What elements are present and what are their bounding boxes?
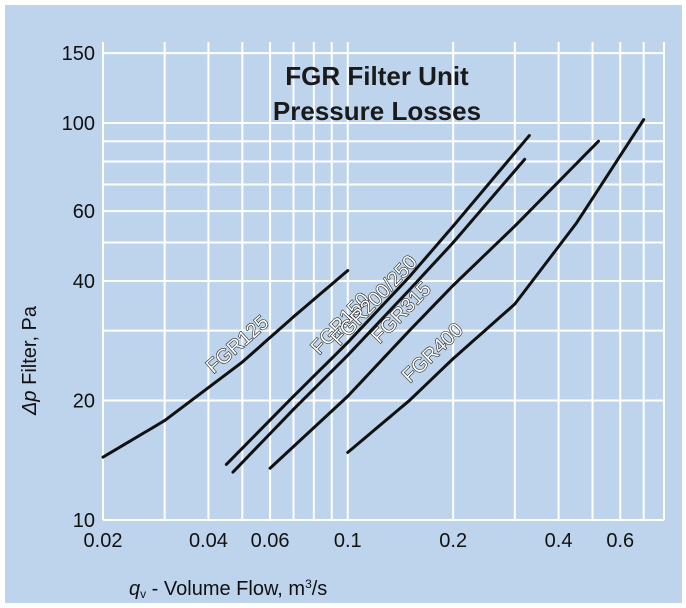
y-axis-text: Filter, Pa: [19, 305, 41, 391]
x-axis-unit-tail: /s: [311, 578, 328, 600]
grid-lines: [102, 42, 665, 521]
pressure-loss-chart: 0.02 0.04 0.06 0.1 0.2 0.4 0.6 10 20 40 60 100 150 F…: [62, 42, 665, 552]
y-tick-label: 60: [73, 201, 95, 223]
y-tick-label: 40: [73, 271, 95, 293]
tick-labels: 0.02 0.04 0.06 0.1 0.2 0.4 0.6 10 20 40 60 100 150: [62, 43, 635, 552]
x-axis-label: qv - Volume Flow, m3/s: [129, 577, 327, 601]
x-tick-label: 0.6: [606, 530, 634, 552]
series-line-fgr400: [346, 118, 646, 454]
y-axis-symbol: Δp: [19, 390, 41, 415]
series-line-fgr200-250: [231, 157, 527, 474]
x-axis-superscript: 3: [305, 577, 312, 591]
x-axis-text: - Volume Flow, m: [146, 578, 306, 600]
y-tick-label: 100: [62, 113, 95, 135]
x-tick-label: 0.1: [334, 530, 362, 552]
x-axis-symbol: q: [129, 578, 141, 600]
series-line-fgr315: [268, 139, 600, 470]
x-tick-label: 0.06: [251, 530, 290, 552]
x-tick-label: 0.2: [439, 530, 467, 552]
chart-title: FGR Filter Unit Pressure Losses: [273, 61, 481, 126]
series-line-fgr150: [224, 134, 531, 466]
y-tick-label: 150: [62, 43, 95, 65]
x-tick-label: 0.4: [545, 530, 573, 552]
x-tick-label: 0.04: [189, 530, 228, 552]
y-axis-label: Δp Filter, Pa: [19, 306, 42, 415]
y-tick-label: 10: [73, 510, 95, 532]
series-lines: [101, 118, 646, 474]
chart-panel: 0.02 0.04 0.06 0.1 0.2 0.4 0.6 10 20 40 60 100 150 F…: [5, 5, 682, 603]
chart-title-line-2: Pressure Losses: [273, 96, 481, 126]
chart-title-line-1: FGR Filter Unit: [285, 61, 469, 91]
series-line-fgr125: [101, 269, 350, 459]
x-axis-subscript: v: [140, 587, 147, 601]
x-tick-label: 0.02: [84, 530, 123, 552]
y-tick-label: 20: [73, 391, 95, 413]
